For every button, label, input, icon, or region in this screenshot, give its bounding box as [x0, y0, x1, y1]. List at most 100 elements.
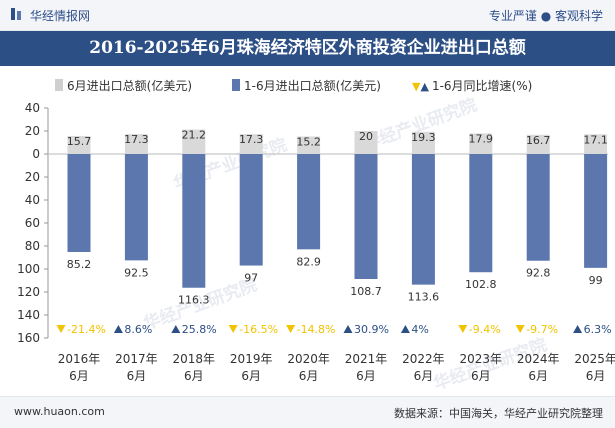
y-tick-label: 0: [32, 147, 40, 161]
bar-monthly: [67, 135, 91, 154]
bar-cumulative: [469, 154, 493, 273]
growth-label: -9.7%: [526, 323, 558, 336]
x-tick-label: 6月: [528, 369, 548, 383]
data-label-monthly: 15.2: [296, 136, 321, 149]
data-label-monthly: 15.7: [67, 135, 92, 148]
bar-monthly: [182, 129, 206, 154]
x-tick-label: 2024年: [517, 352, 560, 366]
growth-label: 8.6%: [124, 323, 152, 336]
bar-monthly: [354, 131, 378, 154]
legend-item-cumulative: 1-6月进出口总额(亿美元): [232, 77, 381, 94]
data-label-cumulative: 99: [589, 274, 603, 287]
x-tick-label: 2020年: [287, 352, 330, 366]
bar-cumulative: [182, 154, 206, 288]
x-tick-label: 2023年: [460, 352, 503, 366]
data-label-cumulative: 113.6: [408, 291, 440, 304]
growth-down-marker: [228, 325, 238, 333]
x-tick-label: 6月: [241, 369, 261, 383]
x-tick-label: 2021年: [345, 352, 388, 366]
legend-swatch-monthly: [55, 79, 63, 91]
data-label-cumulative: 116.3: [178, 294, 210, 307]
x-tick-label: 2025年: [574, 352, 615, 366]
growth-label: 4%: [411, 323, 428, 336]
brand-logo-icon: [11, 8, 21, 20]
data-label-cumulative: 102.8: [465, 278, 497, 291]
y-tick-label: 140: [17, 308, 40, 322]
y-tick-label: 160: [17, 331, 40, 345]
footer-website: www.huaon.com: [14, 405, 105, 418]
bar-monthly: [124, 134, 148, 154]
data-label-monthly: 19.3: [411, 131, 436, 144]
x-tick-label: 6月: [69, 369, 89, 383]
bar-cumulative: [584, 154, 608, 268]
bar-monthly: [239, 134, 263, 154]
y-tick-label: 40: [25, 101, 40, 115]
data-label-cumulative: 97: [244, 272, 258, 285]
bar-cumulative: [297, 154, 321, 250]
x-tick-label: 6月: [414, 369, 434, 383]
data-label-monthly: 21.2: [182, 129, 207, 142]
x-tick-label: 6月: [586, 369, 606, 383]
legend-label-growth: 1-6月同比增速(%): [431, 79, 533, 93]
growth-up-marker: [113, 325, 123, 333]
legend-item-monthly: 6月进出口总额(亿美元): [55, 77, 192, 94]
data-label-cumulative: 92.5: [124, 266, 149, 279]
data-label-cumulative: 92.8: [526, 267, 551, 280]
growth-up-marker: [343, 325, 353, 333]
x-tick-label: 6月: [299, 369, 319, 383]
data-label-monthly: 17.1: [583, 133, 608, 146]
data-label-cumulative: 108.7: [350, 285, 382, 298]
x-tick-label: 6月: [127, 369, 147, 383]
footer-source: 数据来源：中国海关，华经产业研究院整理: [394, 407, 603, 420]
x-tick-label: 2018年: [173, 352, 216, 366]
legend-label-monthly: 6月进出口总额(亿美元): [67, 79, 192, 93]
bar-monthly: [411, 131, 435, 154]
growth-label: -16.5%: [239, 323, 278, 336]
growth-label: 25.8%: [182, 323, 217, 336]
legend-item-growth: ▼▲ 1-6月同比增速(%): [412, 77, 532, 94]
brand-slogan: 专业严谨 ● 客观科学: [488, 9, 603, 23]
data-label-cumulative: 85.2: [67, 258, 92, 271]
bar-cumulative: [124, 154, 148, 261]
data-label-monthly: 16.7: [526, 134, 551, 147]
data-label-monthly: 17.3: [124, 133, 149, 146]
growth-down-marker: [286, 325, 296, 333]
y-tick-label: 120: [17, 285, 40, 299]
y-tick-label: 20: [25, 124, 40, 138]
x-tick-label: 2022年: [402, 352, 445, 366]
y-tick-label: 80: [25, 239, 40, 253]
data-label-monthly: 17.9: [469, 132, 494, 145]
growth-down-marker: [56, 325, 66, 333]
top-bar: 华经情报网 专业严谨 ● 客观科学: [0, 0, 615, 31]
legend-swatch-cumulative: [232, 79, 240, 91]
chart-legend: 6月进出口总额(亿美元) 1-6月进出口总额(亿美元) ▼▲ 1-6月同比增速(%…: [0, 66, 615, 100]
chart-plot: 40 20 0 20 40 60 80 100 120 140 160 15.7 85.2 -21.4% 2…: [17, 101, 615, 383]
x-tick-label: 6月: [356, 369, 376, 383]
data-label-monthly: 20: [359, 130, 373, 143]
bar-monthly: [584, 134, 608, 154]
growth-label: 6.3%: [584, 323, 612, 336]
y-tick-label: 100: [17, 262, 40, 276]
bar-cumulative: [526, 154, 550, 261]
growth-up-marker: [573, 325, 583, 333]
growth-label: -21.4%: [67, 323, 106, 336]
bar-cumulative: [239, 154, 263, 266]
y-tick-label: 40: [25, 193, 40, 207]
bar-monthly: [469, 133, 493, 154]
bar-monthly: [297, 136, 321, 154]
bar-monthly: [526, 134, 550, 154]
footer-bar: www.huaon.com 数据来源：中国海关，华经产业研究院整理: [0, 396, 615, 428]
bar-cumulative: [411, 154, 435, 285]
brand-name: 华经情报网: [30, 9, 91, 23]
growth-up-marker: [171, 325, 181, 333]
bar-cumulative: [354, 154, 378, 280]
x-tick-label: 2019年: [230, 352, 273, 366]
data-label-cumulative: 82.9: [296, 255, 321, 268]
legend-growth-arrows-icon: ▼▲: [412, 80, 429, 93]
growth-label: 30.9%: [354, 323, 389, 336]
chart-title: 2016-2025年6月珠海经济特区外商投资企业进出口总额: [0, 31, 615, 66]
growth-label: -14.8%: [297, 323, 336, 336]
growth-down-marker: [458, 325, 468, 333]
y-tick-label: 20: [25, 170, 40, 184]
growth-up-marker: [400, 325, 410, 333]
